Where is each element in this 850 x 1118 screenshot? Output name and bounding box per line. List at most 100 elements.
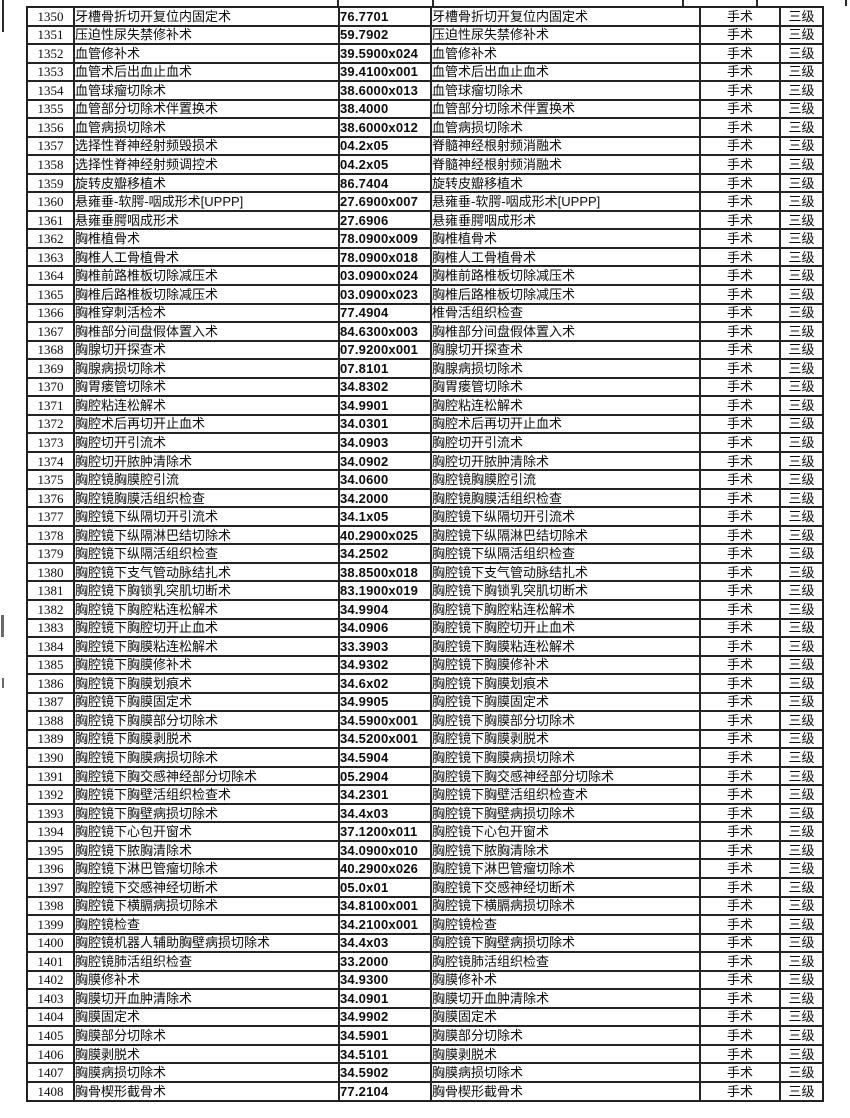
table-row: 1396 胸腔镜下淋巴管瘤切除术 40.2900x026 胸腔镜下淋巴管瘤切除术 手术三… [27,859,823,878]
standard-name-cell: 胸腔镜下胸腔粘连松解术 [431,600,700,619]
table-row: 1405 胸膜部分切除术 34.5901 胸膜部分切除术 手术 三级 [27,1026,823,1045]
category-cell: 手术 [700,933,780,953]
row-number-cell: 1401 [27,952,74,971]
procedure-name-cell: 胸腔镜下胸膜病损切除术 [74,748,339,767]
procedure-code-cell: 34.0901 [339,989,431,1008]
procedure-name-cell: 胸腔镜下纵隔切开引流术 [74,507,339,526]
procedure-code-cell: 83.1900x019 [339,581,431,600]
category-cell: 手术 [700,655,780,675]
standard-name-cell: 胸腺病损切除术 [431,359,700,378]
procedure-code-cell: 38.4000 [339,99,431,119]
category-cell: 手术 [700,44,780,63]
grade-cell: 三级 [780,303,823,323]
procedure-name-cell: 胸椎人工骨植骨术 [74,247,339,267]
standard-name-cell: 胸膜修补术 [431,970,700,990]
procedure-name-cell: 胸腔镜下胸膜部分切除术 [74,711,339,730]
standard-name-cell: 胸腔镜下支气管动脉结扎术 [431,562,700,582]
category-cell: 手术 [700,618,780,638]
table-row: 1380 胸腔镜下支气管动脉结扎术 38.8500x018 胸腔镜下支气管动脉结扎术手… [27,562,823,582]
standard-name-cell: 血管球瘤切除术 [431,81,700,100]
procedure-code-cell: 07.8101 [339,359,431,378]
procedure-code-cell: 34.0600 [339,470,431,489]
row-number-cell: 1363 [27,247,74,267]
standard-name-cell: 胸腔镜胸膜活组织检查 [431,488,700,508]
scan-speck [2,678,4,688]
table-row: 1369 胸腺病损切除术 07.8101 胸腺病损切除术 手术 三级 [27,359,823,378]
table-row: 1394 胸腔镜下心包开窗术 37.1200x011 胸腔镜下心包开窗术 手术 三级 [27,822,823,841]
standard-name-cell: 椎骨活组织检查 [431,303,700,323]
procedure-code-cell: 34.8100x001 [339,896,431,916]
procedure-name-cell: 胸膜病损切除术 [74,1063,339,1082]
procedure-code-cell: 05.2904 [339,766,431,786]
grade-cell: 三级 [780,970,823,990]
scan-artifact-line [432,0,434,6]
standard-name-cell: 旋转皮瓣移植术 [431,173,700,193]
category-cell: 手术 [700,989,780,1008]
row-number-cell: 1402 [27,970,74,990]
table-row: 1357 选择性脊神经射频毁损术 04.2x05 脊髓神经根射频消融术 手术 三级 [27,136,823,156]
table-row: 1390 胸腔镜下胸膜病损切除术 34.5904 胸腔镜下胸膜病损切除术 手术 三级 [27,748,823,767]
procedure-code-cell: 34.2100x001 [339,915,431,934]
row-number-cell: 1360 [27,192,74,211]
grade-cell: 三级 [780,840,823,860]
procedure-name-cell: 胸腺病损切除术 [74,359,339,378]
standard-name-cell: 胸椎植骨术 [431,229,700,248]
procedure-code-cell: 38.6000x012 [339,118,431,137]
table-row: 1383 胸腔镜下胸腔切开止血术 34.0906 胸腔镜下胸腔切开止血术 手术 三级 [27,618,823,638]
table-row: 1386 胸腔镜下胸膜划痕术 34.6x02 胸腔镜下胸膜划痕术 手术 三级 [27,674,823,693]
procedure-code-cell: 39.5900x024 [339,44,431,63]
procedure-name-cell: 胸腔镜下胸膜修补术 [74,655,339,675]
table-row: 1370 胸胃瘘管切除术 34.8302 胸胃瘘管切除术 手术 三级 [27,377,823,397]
procedure-code-cell: 34.0902 [339,451,431,471]
grade-cell: 三级 [780,451,823,471]
row-number-cell: 1393 [27,803,74,823]
row-number-cell: 1376 [27,488,74,508]
row-number-cell: 1392 [27,785,74,804]
procedure-name-cell: 胸腔术后再切开止血术 [74,414,339,434]
procedure-table-body: 1350 牙槽骨折切开复位内固定术 76.7701 牙槽骨折切开复位内固定术 手术 三级 1… [27,7,823,1101]
grade-cell: 三级 [780,99,823,119]
procedure-code-cell: 34.0900x010 [339,840,431,860]
procedure-code-cell: 34.5901 [339,1026,431,1045]
category-cell: 手术 [700,396,780,415]
procedure-name-cell: 胸腔镜下交感神经切断术 [74,877,339,897]
row-number-cell: 1375 [27,470,74,489]
procedure-name-cell: 胸椎后路椎板切除减压术 [74,284,339,304]
table-row: 1373 胸腔切开引流术 34.0903 胸腔切开引流术 手术 三级 [27,433,823,452]
standard-name-cell: 胸膜病损切除术 [431,1063,700,1082]
grade-cell: 三级 [780,377,823,397]
category-cell: 手术 [700,192,780,211]
table-row: 1363 胸椎人工骨植骨术 78.0900x018 胸椎人工骨植骨术 手术 三级 [27,247,823,267]
row-number-cell: 1366 [27,303,74,323]
grade-cell: 三级 [780,989,823,1008]
standard-name-cell: 胸膜固定术 [431,1007,700,1027]
standard-name-cell: 血管修补术 [431,44,700,63]
procedure-code-cell: 34.9901 [339,396,431,415]
procedure-name-cell: 悬雍垂-软腭-咽成形术[UPPP] [74,192,339,211]
standard-name-cell: 胸腔镜肺活组织检查 [431,952,700,971]
standard-name-cell: 血管病损切除术 [431,118,700,137]
category-cell: 手术 [700,748,780,767]
procedure-name-cell: 胸腔镜胸膜活组织检查 [74,488,339,508]
procedure-name-cell: 胸膜修补术 [74,970,339,990]
standard-name-cell: 胸腔术后再切开止血术 [431,414,700,434]
standard-name-cell: 胸腺切开探查术 [431,340,700,360]
grade-cell: 三级 [780,1063,823,1082]
procedure-code-cell: 34.5900x001 [339,711,431,730]
row-number-cell: 1353 [27,62,74,82]
category-cell: 手术 [700,303,780,323]
category-cell: 手术 [700,896,780,916]
category-cell: 手术 [700,488,780,508]
grade-cell: 三级 [780,674,823,693]
standard-name-cell: 胸椎前路椎板切除减压术 [431,266,700,285]
standard-name-cell: 胸腔镜下胸交感神经部分切除术 [431,766,700,786]
standard-name-cell: 胸膜部分切除术 [431,1026,700,1045]
table-row: 1368 胸腺切开探查术 07.9200x001 胸腺切开探查术 手术 三级 [27,340,823,360]
procedure-code-cell: 34.0301 [339,414,431,434]
grade-cell: 三级 [780,711,823,730]
row-number-cell: 1398 [27,896,74,916]
grade-cell: 三级 [780,414,823,434]
procedure-code-cell: 34.4x03 [339,933,431,953]
standard-name-cell: 胸腔镜下胸膜部分切除术 [431,711,700,730]
category-cell: 手术 [700,692,780,712]
